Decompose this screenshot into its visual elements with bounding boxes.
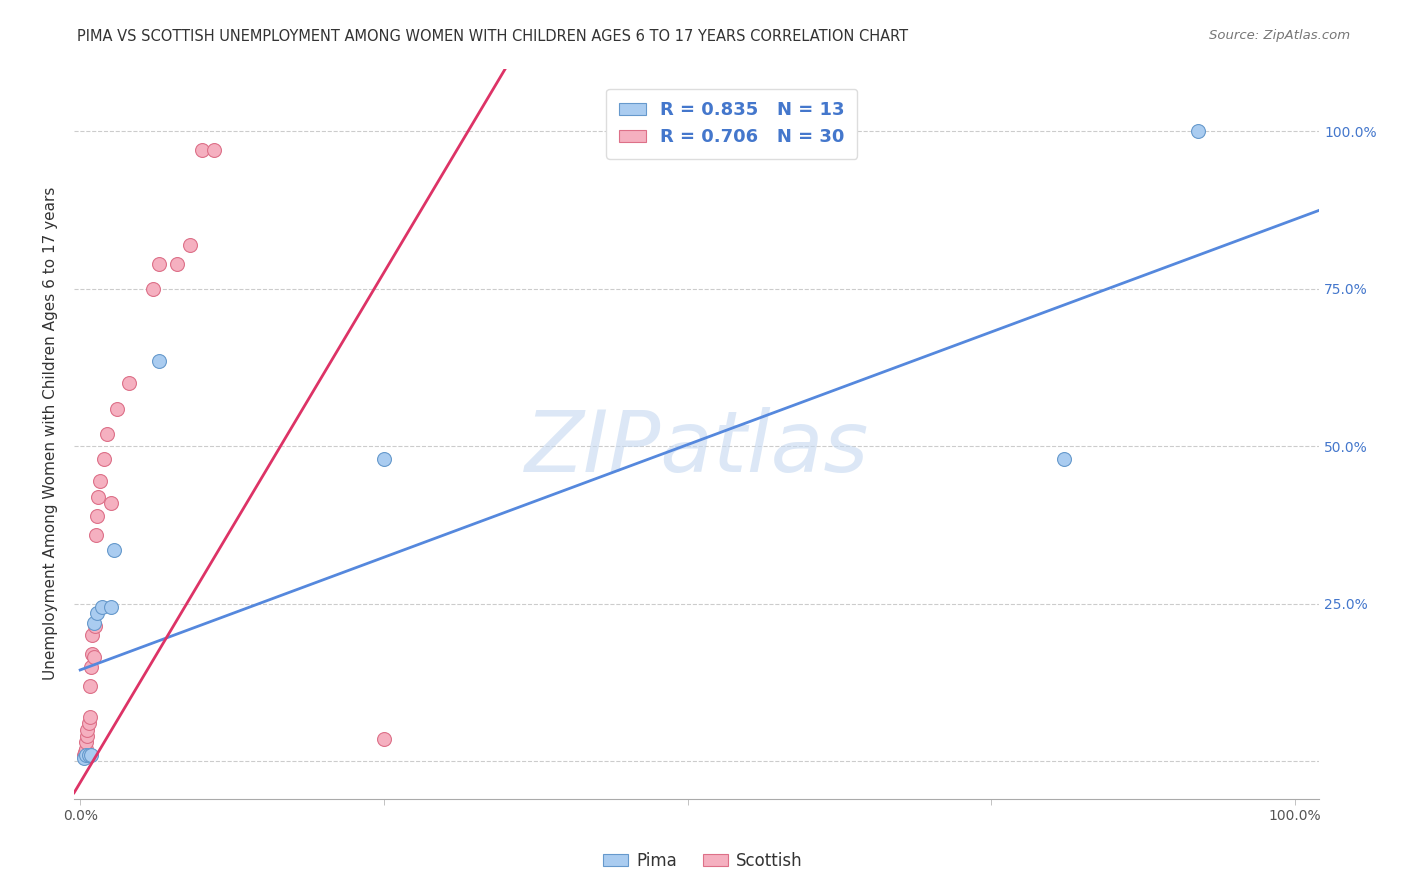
Point bbox=[373, 452, 395, 467]
Point bbox=[373, 732, 395, 747]
Point bbox=[73, 751, 96, 765]
Legend: R = 0.835   N = 13, R = 0.706   N = 30: R = 0.835 N = 13, R = 0.706 N = 30 bbox=[606, 88, 858, 159]
Point bbox=[75, 735, 97, 749]
Point bbox=[105, 401, 128, 416]
Point bbox=[82, 647, 104, 661]
Point bbox=[91, 599, 114, 614]
Point bbox=[83, 650, 105, 665]
Point bbox=[83, 615, 105, 630]
Point bbox=[190, 144, 212, 158]
Point bbox=[75, 741, 97, 756]
Point bbox=[86, 508, 108, 523]
Point bbox=[87, 490, 110, 504]
Point bbox=[103, 543, 125, 558]
Point bbox=[75, 747, 97, 762]
Point bbox=[76, 723, 98, 737]
Point bbox=[80, 747, 103, 762]
Point bbox=[148, 354, 170, 368]
Point bbox=[118, 376, 141, 391]
Point bbox=[79, 679, 101, 693]
Point bbox=[83, 619, 105, 633]
Point bbox=[77, 716, 100, 731]
Point bbox=[79, 710, 101, 724]
Point bbox=[82, 628, 104, 642]
Point bbox=[93, 452, 115, 467]
Legend: Pima, Scottish: Pima, Scottish bbox=[596, 846, 810, 877]
Point bbox=[1053, 452, 1076, 467]
Point bbox=[77, 747, 100, 762]
Point bbox=[80, 660, 103, 674]
Point bbox=[166, 257, 188, 271]
Point bbox=[73, 745, 96, 759]
Text: PIMA VS SCOTTISH UNEMPLOYMENT AMONG WOMEN WITH CHILDREN AGES 6 TO 17 YEARS CORRE: PIMA VS SCOTTISH UNEMPLOYMENT AMONG WOME… bbox=[77, 29, 908, 44]
Point bbox=[100, 496, 122, 510]
Point bbox=[73, 747, 96, 762]
Point bbox=[100, 599, 122, 614]
Point bbox=[1187, 124, 1209, 138]
Point bbox=[148, 257, 170, 271]
Point bbox=[84, 527, 107, 541]
Point bbox=[96, 426, 118, 441]
Point bbox=[142, 282, 165, 296]
Text: Source: ZipAtlas.com: Source: ZipAtlas.com bbox=[1209, 29, 1350, 42]
Point bbox=[202, 144, 225, 158]
Text: ZIPatlas: ZIPatlas bbox=[524, 407, 869, 490]
Point bbox=[86, 607, 108, 621]
Point bbox=[89, 474, 111, 488]
Y-axis label: Unemployment Among Women with Children Ages 6 to 17 years: Unemployment Among Women with Children A… bbox=[44, 187, 58, 681]
Point bbox=[179, 238, 201, 252]
Point bbox=[76, 729, 98, 743]
